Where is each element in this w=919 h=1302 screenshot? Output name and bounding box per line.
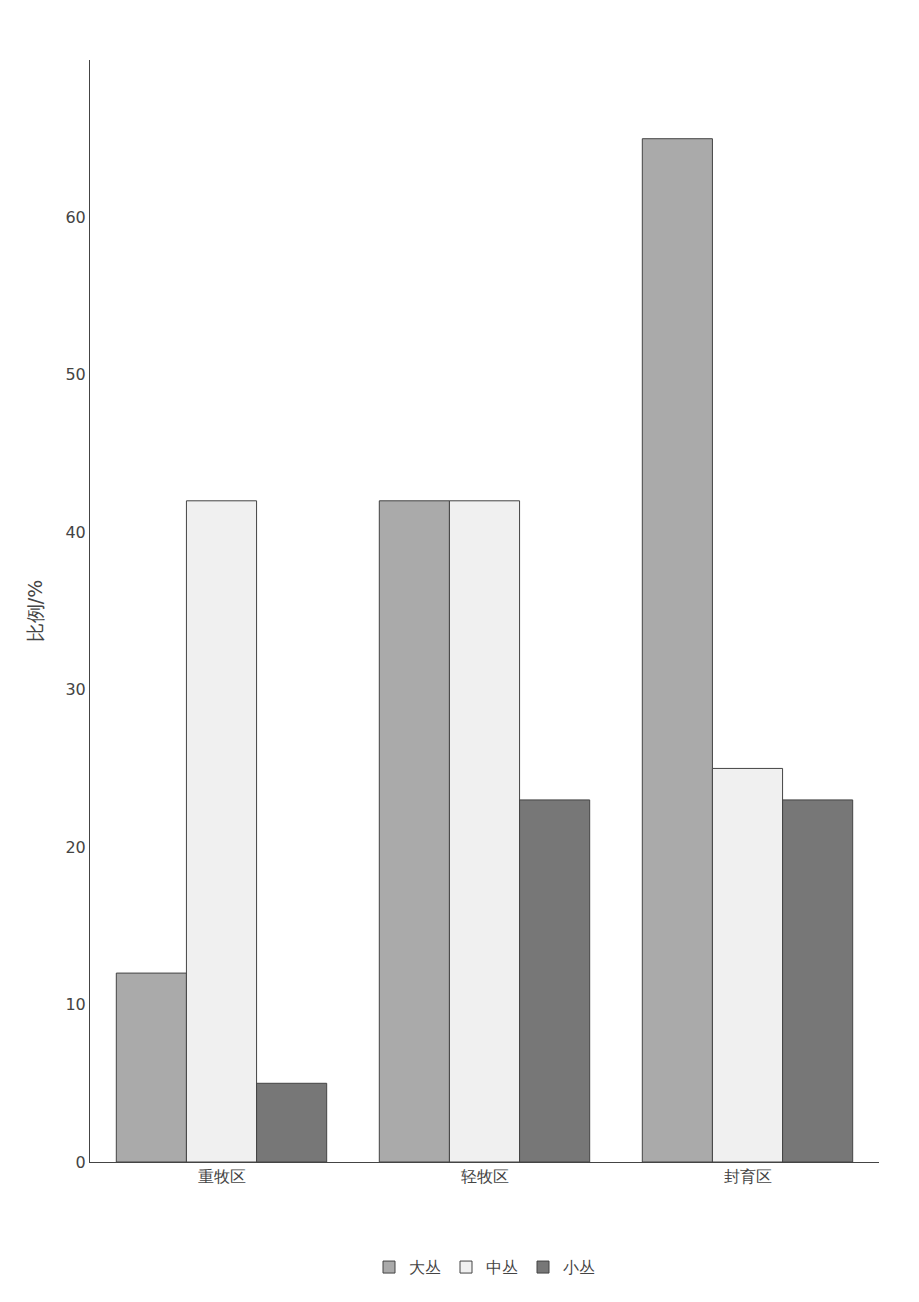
svg-text:封育区: 封育区 xyxy=(724,1167,772,1186)
svg-text:小丛: 小丛 xyxy=(563,1258,595,1277)
svg-text:重牧区: 重牧区 xyxy=(198,1167,246,1186)
svg-text:比例/%: 比例/% xyxy=(24,580,46,642)
svg-text:60: 60 xyxy=(65,208,85,227)
svg-text:30: 30 xyxy=(65,680,85,699)
svg-text:中丛: 中丛 xyxy=(486,1258,518,1277)
svg-text:0: 0 xyxy=(76,1153,86,1172)
svg-text:大丛: 大丛 xyxy=(409,1258,441,1277)
svg-text:40: 40 xyxy=(65,523,85,542)
svg-text:20: 20 xyxy=(65,838,85,857)
svg-text:50: 50 xyxy=(65,365,85,384)
svg-text:轻牧区: 轻牧区 xyxy=(461,1167,509,1186)
svg-text:10: 10 xyxy=(65,995,85,1014)
